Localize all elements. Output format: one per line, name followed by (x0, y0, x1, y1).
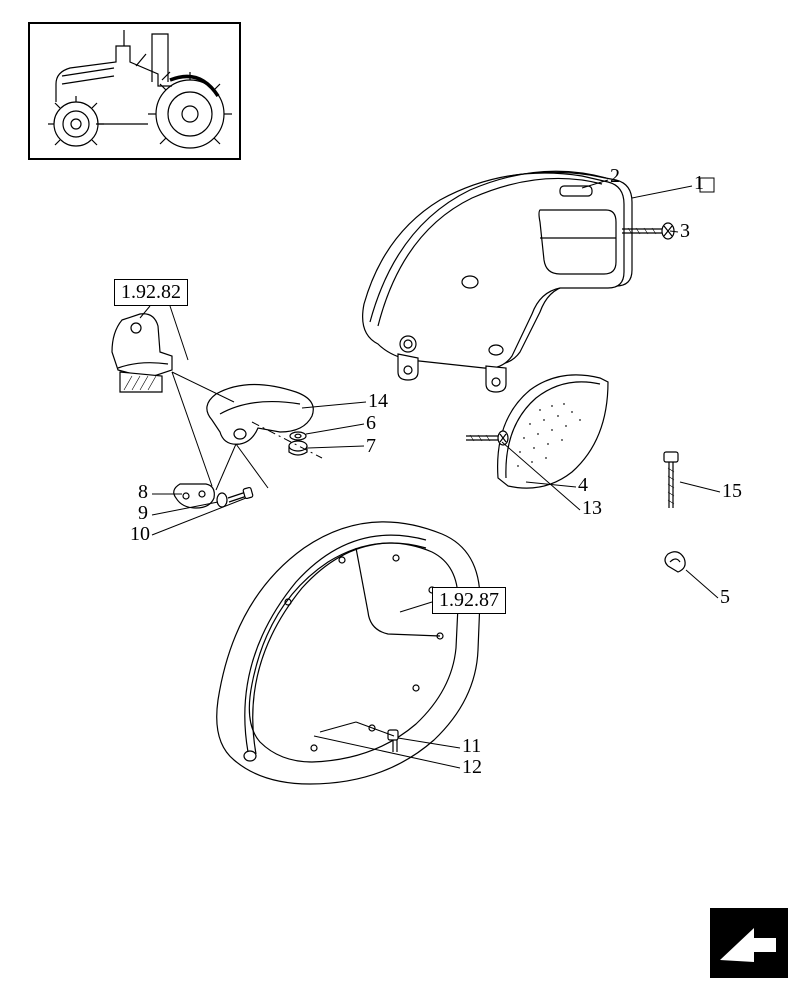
next-page-arrow-icon[interactable] (710, 908, 788, 978)
main-diagram-svg (0, 0, 812, 1000)
callout-2: 2 (610, 165, 620, 188)
callout-12: 12 (462, 756, 482, 779)
callout-8: 8 (138, 481, 148, 504)
callout-14: 14 (368, 390, 388, 413)
part-bracket-ref (112, 314, 172, 392)
callout-5: 5 (720, 586, 730, 609)
callout-11: 11 (462, 735, 481, 758)
part-top-fender-assembly (363, 171, 674, 392)
callout-4: 4 (578, 474, 588, 497)
callout-13: 13 (582, 497, 602, 520)
part-washer-6-7 (289, 432, 307, 455)
callout-7: 7 (366, 435, 376, 458)
callout-6: 6 (366, 412, 376, 435)
part-screw-13 (466, 431, 508, 445)
ref-box-1-92-87: 1.92.87 (432, 587, 506, 614)
callout-15: 15 (722, 480, 742, 503)
callout-3: 3 (680, 220, 690, 243)
part-clip-5 (665, 552, 685, 572)
part-curved-panel (466, 375, 608, 488)
parts-diagram-page: 1 2 3 4 5 6 7 8 9 10 11 12 13 14 15 1.92… (0, 0, 812, 1000)
callout-1: 1 (694, 172, 704, 195)
part-bolt-15 (664, 452, 678, 508)
part-pin-8-9-10 (174, 484, 253, 508)
callout-9: 9 (138, 502, 148, 525)
ref-box-1-92-82: 1.92.82 (114, 279, 188, 306)
callout-10: 10 (130, 523, 150, 546)
